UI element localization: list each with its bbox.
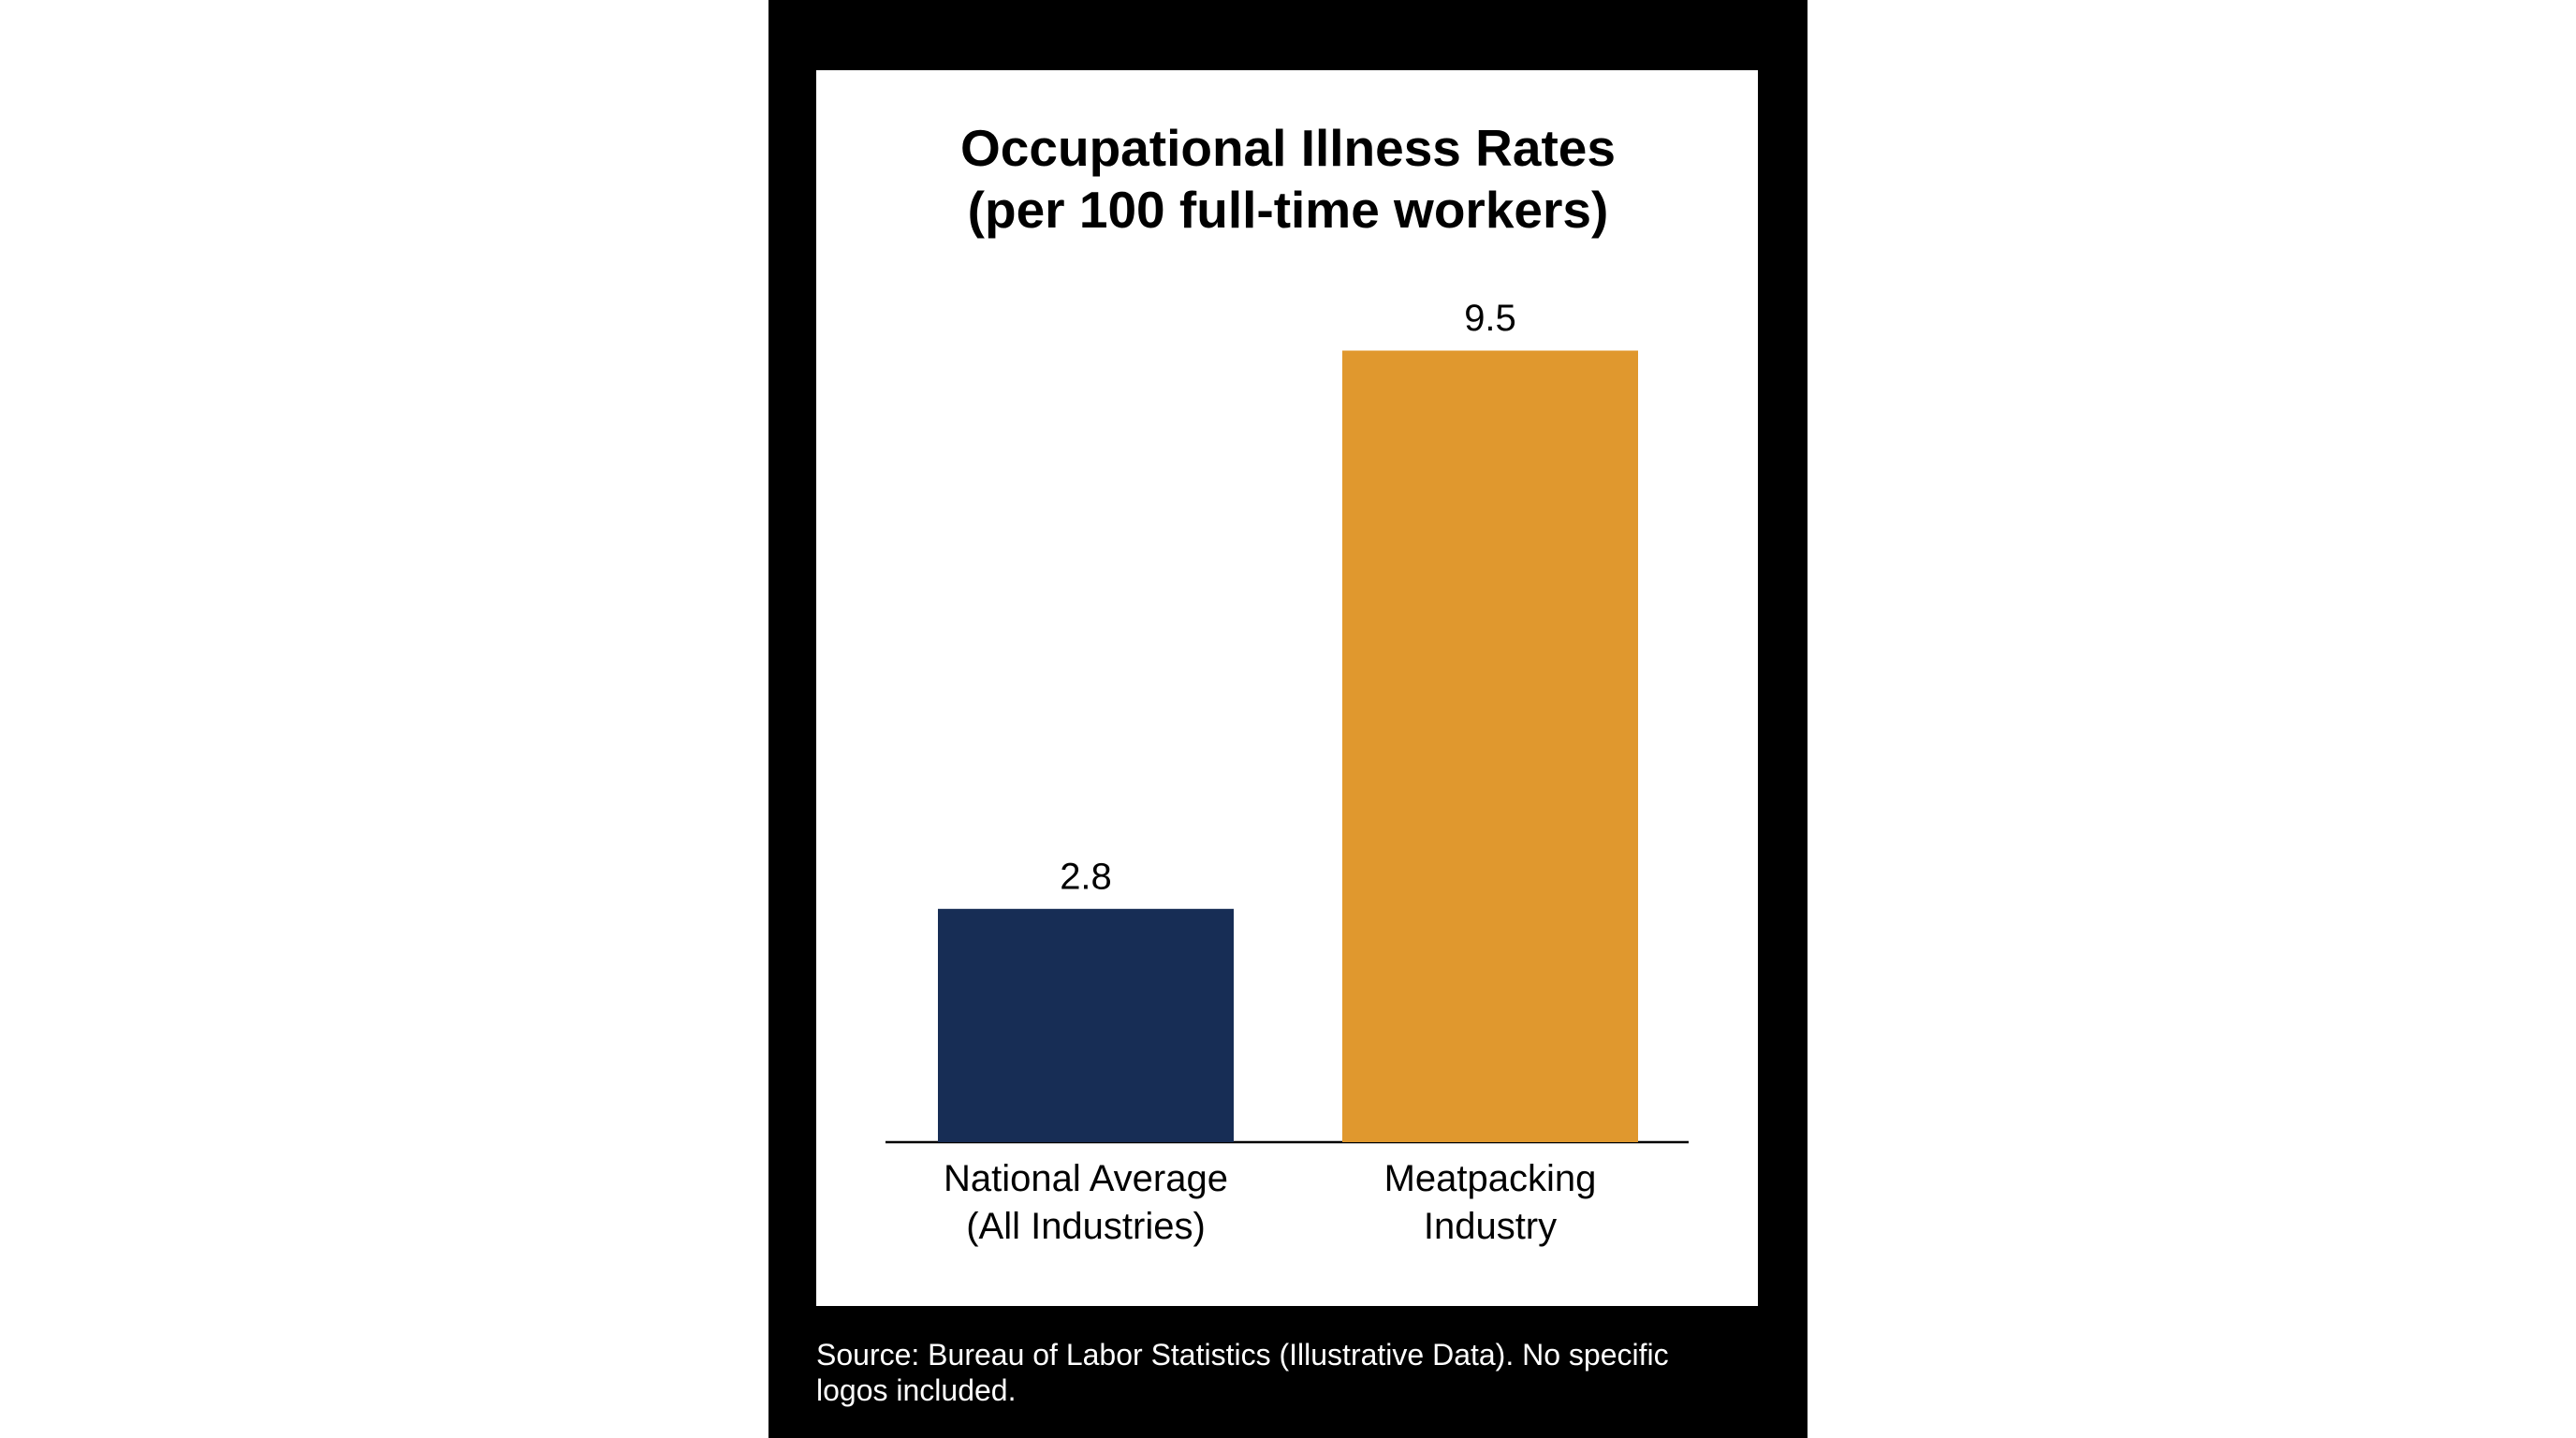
x-tick-label: National Average (All Industries): [944, 1158, 1228, 1247]
source-note: Source: Bureau of Labor Statistics (Illu…: [816, 1338, 1669, 1407]
value-label: 9.5: [1464, 298, 1516, 339]
x-tick-label: Meatpacking Industry: [1384, 1158, 1597, 1247]
value-label: 2.8: [1060, 856, 1112, 897]
bar: [1342, 350, 1638, 1142]
chart-title: Occupational Illness Rates (per 100 full-…: [960, 119, 1616, 239]
bar: [938, 908, 1234, 1142]
